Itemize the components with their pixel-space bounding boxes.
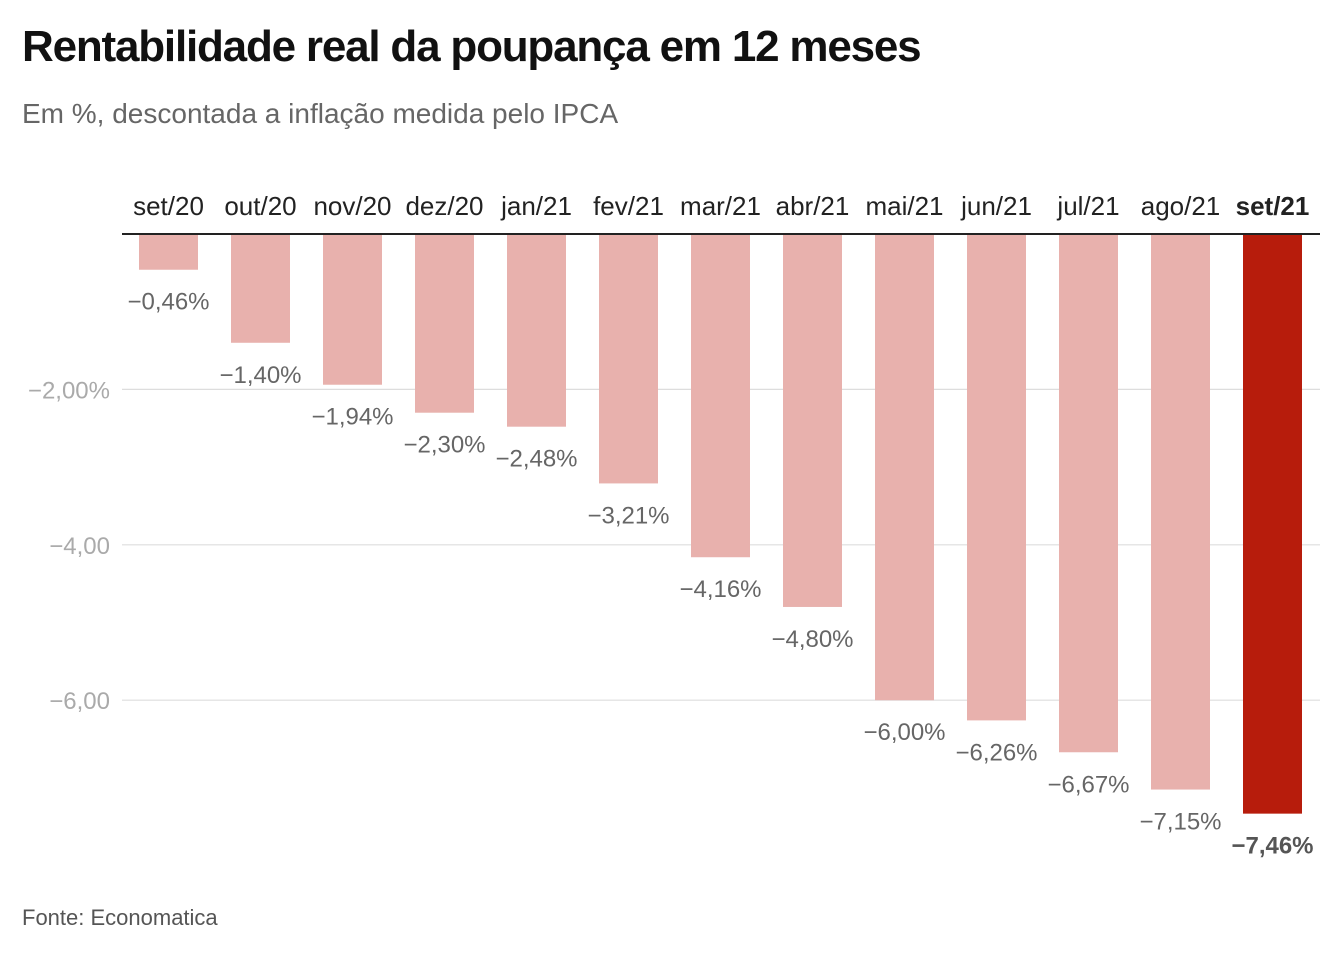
y-tick-label: −2,00% (28, 377, 110, 404)
bar (139, 234, 198, 270)
bar-value-label: −0,46% (127, 289, 209, 316)
bar-value-label: −6,26% (955, 739, 1037, 766)
category-label: ago/21 (1141, 191, 1221, 221)
chart-title: Rentabilidade real da poupança em 12 mes… (22, 22, 922, 71)
bar (1059, 234, 1118, 753)
bar (875, 234, 934, 701)
category-label: dez/20 (405, 191, 483, 221)
bar-value-label: −1,40% (219, 362, 301, 389)
bar (783, 234, 842, 607)
chart-subtitle: Em %, descontada a inflação medida pelo … (22, 98, 619, 129)
bar (967, 234, 1026, 721)
category-label: set/20 (133, 191, 204, 221)
bar (1151, 234, 1210, 790)
category-label: jul/21 (1056, 191, 1119, 221)
bar (323, 234, 382, 385)
category-label: fev/21 (593, 191, 664, 221)
category-label: jan/21 (500, 191, 572, 221)
bar (231, 234, 290, 343)
bar (415, 234, 474, 413)
bar-value-label: −2,48% (495, 446, 577, 473)
y-tick-label: −6,00 (49, 688, 110, 715)
bar-value-label: −7,46% (1231, 833, 1313, 860)
bar-value-label: −6,00% (863, 719, 945, 746)
bar-value-label: −3,21% (587, 502, 669, 529)
bar (691, 234, 750, 558)
category-label: out/20 (224, 191, 296, 221)
bar (1243, 234, 1302, 814)
source-note: Fonte: Economatica (22, 905, 218, 930)
y-tick-label: −4,00 (49, 533, 110, 560)
category-label: nov/20 (313, 191, 391, 221)
bar-value-label: −1,94% (311, 404, 393, 431)
bar-value-label: −2,30% (403, 432, 485, 459)
bar-value-label: −4,80% (771, 626, 853, 653)
bar-chart: −2,00% −4,00 −6,00 −0,46% set/20 −1,40% out/20… (28, 191, 1320, 860)
bar-value-label: −6,67% (1047, 771, 1129, 798)
bar (507, 234, 566, 427)
bar (599, 234, 658, 484)
bar-value-label: −4,16% (679, 576, 761, 603)
category-label: set/21 (1236, 191, 1310, 221)
category-label: jun/21 (960, 191, 1032, 221)
category-label: abr/21 (776, 191, 850, 221)
category-label: mar/21 (680, 191, 761, 221)
bar-value-label: −7,15% (1139, 809, 1221, 836)
category-label: mai/21 (865, 191, 943, 221)
